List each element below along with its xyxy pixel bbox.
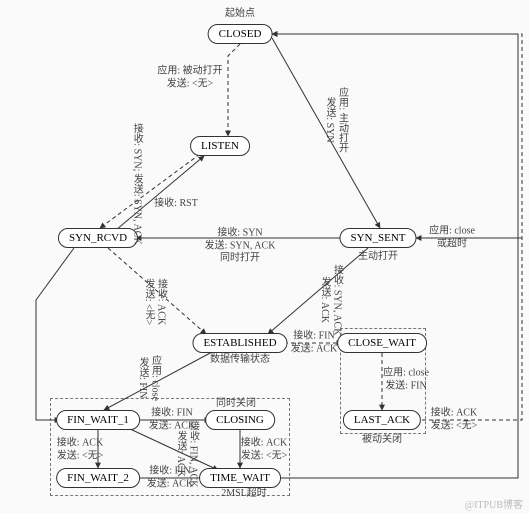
edge-label-e1: 应用: 被动打开 发送: <无> — [157, 66, 222, 91]
state-listen: LISTEN — [190, 136, 250, 156]
edge-label-e15: 接收: ACK 发送: <无> — [241, 438, 288, 463]
edge-label-e5: 接收: SYN 发送: SYN, ACK 同时打开 — [205, 227, 276, 265]
state-syn_sent: SYN_SENT — [339, 228, 416, 248]
state-closing: CLOSING — [205, 410, 275, 430]
edge-label-e16: 接收: FIN 发送: ACK — [147, 466, 193, 491]
edge-label-e11c: 数据传输状态 — [210, 354, 270, 367]
edge-e3 — [100, 154, 200, 228]
state-time_wait: TIME_WAIT — [199, 468, 281, 488]
edge-e18 — [36, 248, 74, 420]
edge-label-e11: 接收: ACK 发送: <无> — [431, 408, 478, 433]
edge-label-e13: 接收: ACK 发送: <无> — [57, 438, 104, 463]
start-label: 起始点 — [225, 8, 255, 21]
state-fin_wait_1: FIN_WAIT_1 — [56, 410, 140, 430]
edge-label-e8: 接收: FIN 发送: ACK — [291, 331, 337, 356]
state-syn_rcvd: SYN_RCVD — [58, 228, 138, 248]
state-closed: CLOSED — [208, 24, 273, 44]
edge-label-e6: 接收: SYN, ACK 发送: ACK — [318, 265, 343, 336]
state-established: ESTABLISHED — [192, 333, 287, 353]
edge-label-e7: 接收: ACK 发送: <无> — [142, 279, 167, 326]
edge-label-e11b: 被动关闭 — [362, 434, 402, 447]
watermark: @ITPUB博客 — [465, 496, 523, 511]
edge-label-e4: 接收: RST — [154, 198, 198, 211]
state-last_ack: LAST_ACK — [343, 410, 421, 430]
state-fin_wait_2: FIN_WAIT_2 — [56, 468, 140, 488]
edge-label-e3: 接收: SYN; 发送: SYN, ACK — [130, 123, 143, 244]
simul-close-title: 同时关闭 — [216, 398, 256, 411]
edge-label-e5b: 应用: close 或超时 — [429, 226, 475, 251]
edge-label-e10: 应用: close 发送: FIN — [383, 368, 429, 393]
edge-label-e17: 2MSL超时 — [221, 488, 267, 501]
state-close_wait: CLOSE_WAIT — [337, 333, 427, 353]
edge-label-e5c: 主动打开 — [358, 251, 398, 264]
edge-e1 — [228, 44, 240, 136]
edge-label-e9: 应用: close 发送: FIN — [136, 355, 161, 401]
edge-label-e2: 应用: 主动打开 发送: SYN — [323, 87, 348, 152]
